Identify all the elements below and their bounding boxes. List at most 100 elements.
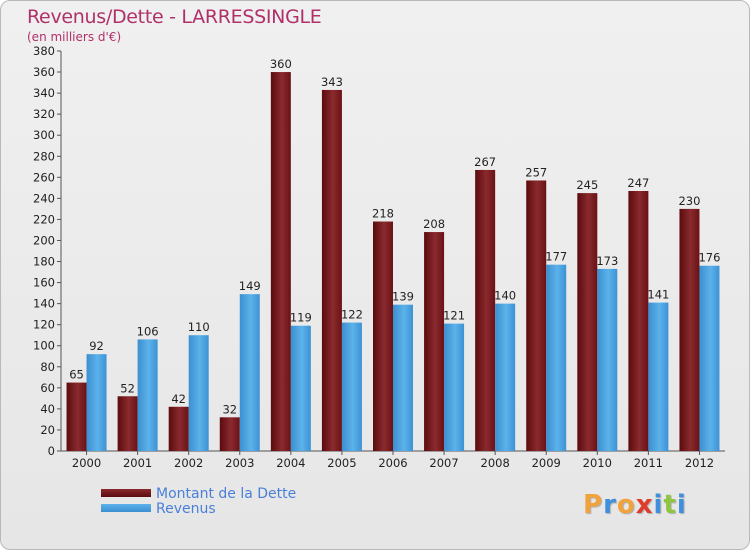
legend-swatch-debt	[101, 489, 151, 497]
x-tick-label: 2009	[532, 456, 561, 470]
bars-group	[66, 72, 720, 452]
y-tick-label: 40	[40, 402, 55, 416]
x-tick-label: 2000	[72, 456, 101, 470]
bar-dette	[219, 417, 240, 451]
x-tick-label: 2012	[685, 456, 714, 470]
y-tick-label: 0	[48, 444, 55, 458]
chart-subtitle: (en milliers d'€)	[27, 30, 122, 44]
data-label-revenus: 92	[89, 339, 104, 353]
x-tick-label: 2005	[327, 456, 356, 470]
bar-revenus	[137, 339, 158, 451]
data-label-revenus: 106	[137, 324, 159, 338]
bar-revenus	[444, 323, 465, 451]
y-tick-label: 180	[33, 255, 55, 269]
bar-dette	[628, 191, 649, 451]
y-tick-label: 140	[33, 297, 55, 311]
data-label-dette: 65	[69, 368, 84, 382]
data-label-dette: 245	[576, 178, 598, 192]
data-label-dette: 230	[678, 194, 700, 208]
bar-dette	[373, 221, 393, 451]
bar-dette	[270, 72, 291, 451]
bar-dette	[526, 180, 547, 451]
data-label-revenus: 119	[290, 311, 312, 325]
x-tick-label: 2011	[634, 456, 663, 470]
y-tick-label: 300	[33, 128, 55, 142]
legend-swatch-revenus	[101, 504, 151, 512]
legend-label-revenus: Revenus	[156, 501, 216, 517]
y-tick-label: 200	[33, 233, 55, 247]
bar-revenus	[393, 304, 413, 451]
logo-letter: x	[635, 490, 654, 520]
bar-revenus	[239, 294, 260, 451]
data-label-dette: 32	[222, 402, 237, 416]
bar-dette	[117, 396, 138, 451]
data-labels-group: 65 92 52 106 42 110 32 149 360 119 343 122 218 139 208…	[69, 57, 720, 416]
data-label-dette: 208	[423, 217, 445, 231]
legend-label-debt: Montant de la Dette	[156, 486, 297, 502]
y-tick-label: 340	[33, 86, 55, 100]
y-tick-label: 100	[33, 339, 55, 353]
chart-title: Revenus/Dette - LARRESSINGLE	[27, 6, 322, 28]
bar-dette	[475, 169, 496, 451]
bar-dette	[168, 406, 189, 451]
logo-letter: t	[663, 490, 677, 520]
data-label-dette: 257	[525, 165, 547, 179]
bar-revenus	[495, 303, 516, 451]
logo-letter: r	[603, 490, 617, 520]
bar-dette	[66, 382, 87, 451]
data-label-revenus: 122	[341, 308, 363, 322]
data-label-dette: 360	[270, 57, 292, 71]
data-label-revenus: 149	[239, 279, 261, 293]
bar-revenus	[341, 322, 362, 451]
proxiti-logo: Proxiti	[583, 490, 687, 520]
bar-dette	[679, 208, 700, 451]
y-tick-label: 220	[33, 212, 55, 226]
bar-revenus	[648, 302, 669, 451]
logo-letter: i	[676, 490, 687, 520]
data-label-dette: 267	[474, 155, 496, 169]
x-tick-label: 2002	[174, 456, 203, 470]
x-tick-label: 2010	[583, 456, 612, 470]
bar-revenus	[699, 265, 720, 451]
x-tick-label: 2007	[429, 456, 458, 470]
bar-dette	[321, 89, 342, 452]
y-tick-label: 320	[33, 107, 55, 121]
data-label-dette: 52	[120, 381, 135, 395]
logo-letter: P	[583, 490, 604, 520]
data-label-revenus: 121	[443, 309, 465, 323]
logo-letter: o	[616, 490, 636, 520]
logo-letter: i	[653, 490, 664, 520]
bar-revenus	[597, 268, 618, 451]
y-tick-label: 280	[33, 149, 55, 163]
data-label-revenus: 173	[596, 254, 618, 268]
bar-revenus	[290, 325, 311, 451]
y-tick-label: 60	[40, 381, 55, 395]
data-label-revenus: 140	[494, 289, 516, 303]
x-tick-label: 2004	[276, 456, 305, 470]
x-tick-label: 2006	[378, 456, 407, 470]
data-label-revenus: 176	[698, 251, 720, 265]
y-tick-label: 380	[33, 44, 55, 58]
y-tick-label: 80	[40, 360, 55, 374]
data-label-revenus: 177	[545, 250, 567, 264]
data-label-dette: 247	[627, 176, 649, 190]
data-label-dette: 218	[372, 207, 394, 221]
y-tick-label: 20	[40, 423, 55, 437]
bar-revenus	[86, 354, 107, 451]
y-tick-label: 240	[33, 191, 55, 205]
x-tick-label: 2008	[481, 456, 510, 470]
data-label-revenus: 110	[188, 320, 210, 334]
bar-revenus	[188, 335, 209, 451]
x-tick-label: 2003	[225, 456, 254, 470]
y-tick-label: 120	[33, 318, 55, 332]
data-label-revenus: 141	[647, 288, 669, 302]
y-tick-label: 260	[33, 170, 55, 184]
x-tick-label: 2001	[123, 456, 152, 470]
data-label-dette: 343	[321, 75, 343, 89]
bar-revenus	[546, 264, 567, 451]
y-tick-label: 360	[33, 65, 55, 79]
bar-dette	[577, 193, 598, 451]
y-tick-label: 160	[33, 276, 55, 290]
